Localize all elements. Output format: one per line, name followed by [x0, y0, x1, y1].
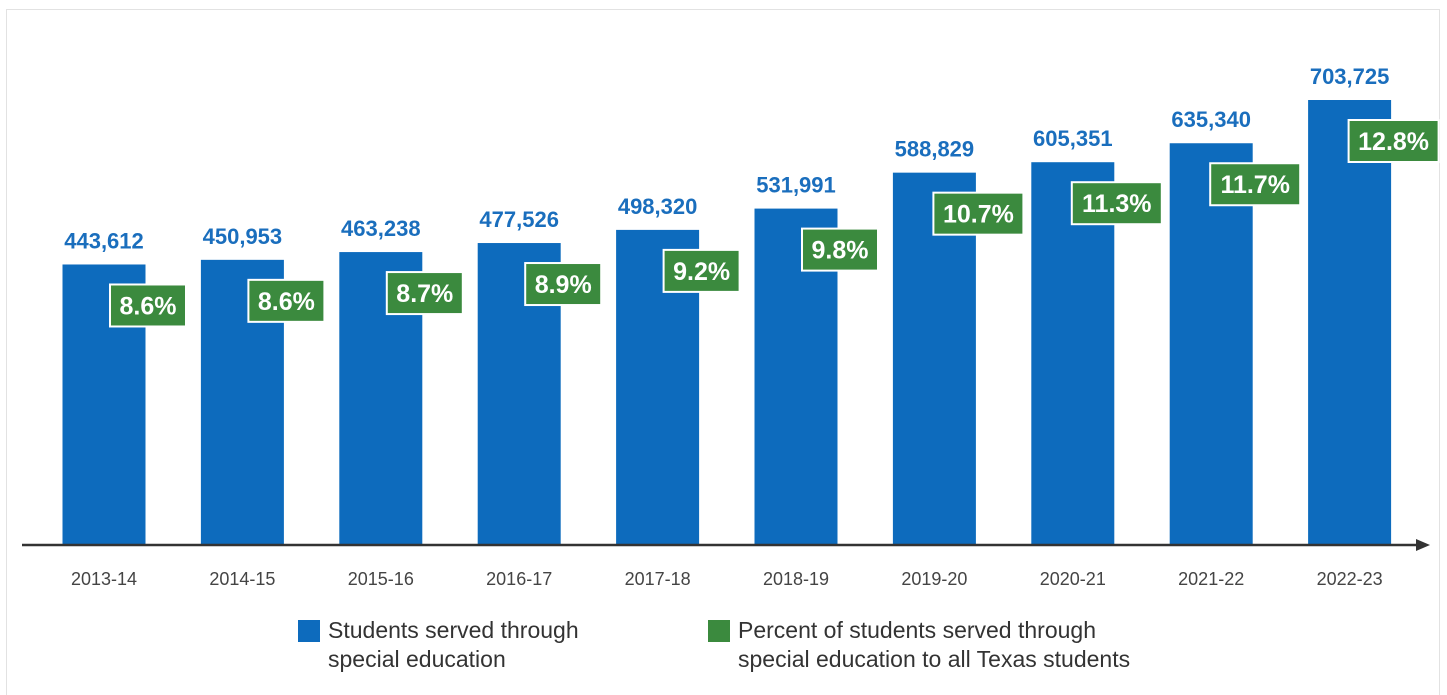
x-tick-label-2016-17: 2016-17 — [486, 569, 552, 589]
value-label-2022-23: 703,725 — [1310, 64, 1390, 89]
legend-label-students-line2: special education — [328, 646, 506, 672]
percent-label-2018-19: 9.8% — [812, 237, 869, 265]
x-tick-label-2020-21: 2020-21 — [1040, 569, 1106, 589]
percent-label-2016-17: 8.9% — [535, 271, 592, 299]
x-tick-label-2014-15: 2014-15 — [209, 569, 275, 589]
value-label-2015-16: 463,238 — [341, 216, 421, 241]
legend-item-students: Students served through special educatio… — [298, 616, 579, 674]
percent-badge-2022-23 — [1347, 119, 1440, 163]
value-label-2017-18: 498,320 — [618, 194, 698, 219]
percent-label-2017-18: 9.2% — [673, 258, 730, 286]
x-axis: 2013-14 2014-15 2015-16 2016-17 2017-18 2018-… — [22, 539, 1430, 589]
legend-text-percent: Percent of students served through speci… — [738, 616, 1130, 674]
percent-label-2013-14: 8.6% — [120, 292, 177, 320]
bar-2022-23 — [1308, 100, 1392, 545]
percent-badge-2014-15 — [247, 278, 326, 323]
percent-badge-2016-17 — [524, 262, 603, 307]
percent-badge-2018-19 — [801, 227, 879, 272]
legend-item-percent: Percent of students served through speci… — [708, 616, 1130, 674]
percent-badge-2019-20 — [932, 191, 1025, 236]
value-label-2020-21: 605,351 — [1033, 126, 1113, 151]
percent-label-2015-16: 8.7% — [396, 280, 453, 308]
x-axis-arrow-icon — [1416, 539, 1430, 551]
top-strip — [0, 0, 1447, 9]
percent-label-2019-20: 10.7% — [943, 201, 1014, 229]
x-tick-label-2017-18: 2017-18 — [625, 569, 691, 589]
x-tick-label-2022-23: 2022-23 — [1317, 569, 1383, 589]
bar-2021-22 — [1169, 143, 1253, 545]
percent-label-2020-21: 11.3% — [1082, 190, 1152, 218]
legend-label-percent-line1: Percent of students served through — [738, 617, 1096, 643]
x-tick-label-2018-19: 2018-19 — [763, 569, 829, 589]
legend-text-students: Students served through special educatio… — [328, 616, 579, 674]
value-label-2021-22: 635,340 — [1171, 107, 1251, 132]
legend-label-percent-line2: special education to all Texas students — [738, 646, 1131, 672]
value-label-2014-15: 450,953 — [203, 224, 283, 249]
labels-group: 443,612 8.6% 450,953 8.6% 463,238 8.7% 477,526… — [64, 64, 1440, 328]
percent-badge-2015-16 — [385, 271, 464, 316]
bar-2020-21 — [1031, 162, 1115, 545]
legend-swatch-percent — [708, 620, 730, 642]
x-tick-label-2013-14: 2013-14 — [71, 569, 137, 589]
percent-badge-2020-21 — [1070, 181, 1163, 226]
percent-label-2022-23: 12.8% — [1358, 128, 1429, 156]
percent-badge-2021-22 — [1209, 162, 1302, 207]
x-tick-label-2015-16: 2015-16 — [348, 569, 414, 589]
legend-label-students-line1: Students served through — [328, 617, 579, 643]
value-label-2013-14: 443,612 — [64, 228, 144, 253]
percent-badge-2013-14 — [109, 283, 187, 328]
x-tick-label-2021-22: 2021-22 — [1178, 569, 1244, 589]
percent-label-2021-22: 11.7% — [1220, 171, 1290, 199]
legend-swatch-students — [298, 620, 320, 642]
percent-label-2014-15: 8.6% — [258, 288, 315, 316]
value-label-2019-20: 588,829 — [895, 137, 975, 162]
value-label-2016-17: 477,526 — [479, 207, 559, 232]
value-label-2018-19: 531,991 — [756, 173, 836, 198]
x-tick-label-2019-20: 2019-20 — [901, 569, 967, 589]
percent-badge-2017-18 — [662, 248, 741, 293]
